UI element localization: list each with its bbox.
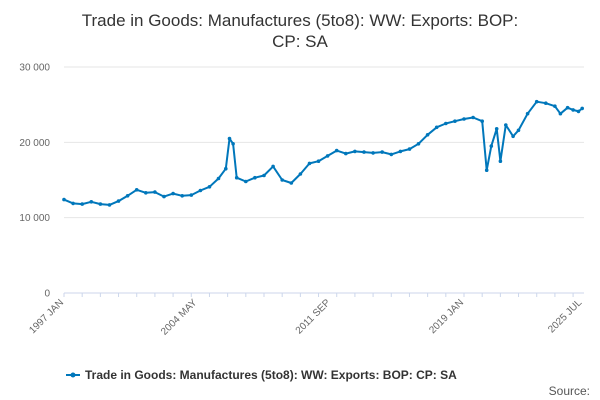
data-point[interactable] <box>262 173 266 178</box>
data-point[interactable] <box>425 133 430 137</box>
x-tick-label: 2004 MAY <box>159 297 200 338</box>
data-point[interactable] <box>407 147 412 151</box>
x-tick-label: 2011 SEP <box>294 297 333 336</box>
data-point[interactable] <box>231 142 235 146</box>
data-point[interactable] <box>344 151 348 156</box>
data-point[interactable] <box>511 134 515 139</box>
data-point[interactable] <box>180 194 184 198</box>
data-point[interactable] <box>371 151 375 155</box>
data-point[interactable] <box>494 127 499 131</box>
y-tick-label: 20 000 <box>19 138 50 149</box>
x-tick-label: 1997 JAN <box>27 297 66 336</box>
data-point[interactable] <box>558 111 563 116</box>
data-point[interactable] <box>389 152 394 157</box>
data-point[interactable] <box>525 111 530 116</box>
data-point[interactable] <box>234 175 239 180</box>
data-point[interactable] <box>565 105 570 110</box>
data-point[interactable] <box>280 178 285 182</box>
data-point[interactable] <box>116 199 121 203</box>
data-point[interactable] <box>398 149 403 154</box>
data-point[interactable] <box>107 203 112 207</box>
data-point[interactable] <box>125 194 130 198</box>
data-point[interactable] <box>480 119 485 123</box>
data-point[interactable] <box>153 190 157 194</box>
data-point[interactable] <box>207 185 212 189</box>
data-point[interactable] <box>189 193 194 197</box>
data-point[interactable] <box>444 121 448 126</box>
chart-title-line-2: CP: SA <box>272 32 328 51</box>
y-tick-label: 0 <box>44 289 50 300</box>
data-point[interactable] <box>298 172 303 176</box>
data-point[interactable] <box>62 197 66 202</box>
x-tick-label: 2019 JAN <box>427 297 466 336</box>
legend[interactable]: Trade in Goods: Manufactures (5to8): WW:… <box>66 368 457 382</box>
y-tick-label: 30 000 <box>19 63 50 74</box>
data-point[interactable] <box>504 123 508 127</box>
data-point[interactable] <box>489 144 494 148</box>
series-line-0[interactable] <box>63 100 583 206</box>
source-credit[interactable]: Source: <box>549 384 590 398</box>
y-axis-ticks: 0 10 000 20 000 30 000 <box>19 63 50 300</box>
data-point[interactable] <box>144 191 148 195</box>
data-point[interactable] <box>534 99 539 104</box>
data-point[interactable] <box>498 159 503 163</box>
data-point[interactable] <box>98 202 103 206</box>
data-point[interactable] <box>216 176 221 181</box>
data-point[interactable] <box>334 148 339 153</box>
data-point[interactable] <box>271 164 275 169</box>
data-point[interactable] <box>162 194 166 199</box>
data-point[interactable] <box>516 128 521 133</box>
data-point[interactable] <box>353 149 357 154</box>
data-point[interactable] <box>580 106 584 111</box>
series-group <box>62 99 584 207</box>
data-point[interactable] <box>289 181 294 185</box>
data-point[interactable] <box>89 200 94 204</box>
data-point[interactable] <box>576 109 581 114</box>
data-point[interactable] <box>253 175 257 180</box>
data-point[interactable] <box>553 104 557 108</box>
data-point[interactable] <box>362 150 366 154</box>
data-point[interactable] <box>325 154 330 158</box>
data-point[interactable] <box>198 188 203 193</box>
legend-marker-symbol <box>70 372 76 378</box>
data-point[interactable] <box>434 125 439 130</box>
x-tick-label: 2025 JUL <box>546 297 584 335</box>
data-point[interactable] <box>224 166 228 171</box>
grid-lines <box>64 66 584 294</box>
data-point[interactable] <box>462 117 466 121</box>
data-point[interactable] <box>171 191 175 196</box>
data-point[interactable] <box>244 179 248 184</box>
data-point[interactable] <box>544 101 548 105</box>
data-point[interactable] <box>227 136 232 141</box>
data-point[interactable] <box>484 168 489 172</box>
legend-item-label[interactable]: Trade in Goods: Manufactures (5to8): WW:… <box>85 368 457 382</box>
data-point[interactable] <box>571 108 575 112</box>
x-axis-ticks: 1997 JAN 2004 MAY 2011 SEP 2019 JAN 2025 JUL <box>27 293 585 338</box>
data-point[interactable] <box>471 115 475 120</box>
chart-title-line-1: Trade in Goods: Manufactures (5to8): WW:… <box>82 11 519 30</box>
data-point[interactable] <box>134 188 139 192</box>
data-point[interactable] <box>71 201 75 206</box>
data-point[interactable] <box>316 159 321 163</box>
data-point[interactable] <box>453 119 457 123</box>
data-point[interactable] <box>380 150 385 154</box>
data-point[interactable] <box>307 161 312 166</box>
data-point[interactable] <box>80 202 84 206</box>
data-point[interactable] <box>416 142 421 146</box>
y-tick-label: 10 000 <box>19 213 50 224</box>
